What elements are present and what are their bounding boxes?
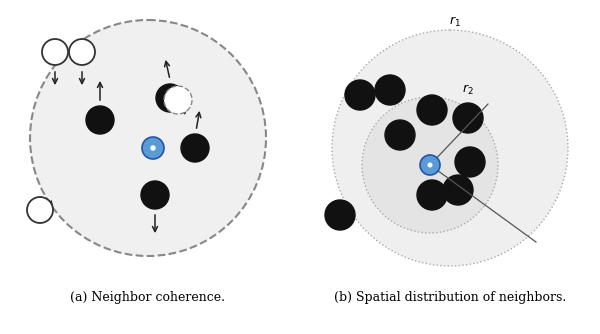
Circle shape [42, 39, 68, 65]
Circle shape [86, 106, 114, 134]
Circle shape [417, 95, 447, 125]
Circle shape [345, 80, 375, 110]
Circle shape [417, 180, 447, 210]
Circle shape [142, 137, 164, 159]
Circle shape [69, 39, 95, 65]
Circle shape [181, 134, 209, 162]
Text: $r_1$: $r_1$ [449, 15, 461, 29]
Circle shape [375, 75, 405, 105]
Circle shape [362, 97, 498, 233]
Circle shape [332, 30, 568, 266]
Circle shape [427, 163, 433, 167]
Circle shape [164, 86, 192, 114]
Circle shape [385, 120, 415, 150]
Circle shape [420, 155, 440, 175]
Text: $r_2$: $r_2$ [462, 83, 474, 97]
Circle shape [156, 84, 184, 112]
Circle shape [325, 200, 355, 230]
Circle shape [150, 145, 156, 151]
Circle shape [141, 181, 169, 209]
Text: (a) Neighbor coherence.: (a) Neighbor coherence. [71, 292, 226, 305]
Circle shape [443, 175, 473, 205]
Circle shape [27, 197, 53, 223]
Text: (b) Spatial distribution of neighbors.: (b) Spatial distribution of neighbors. [334, 292, 566, 305]
Circle shape [30, 20, 266, 256]
Circle shape [453, 103, 483, 133]
Circle shape [455, 147, 485, 177]
